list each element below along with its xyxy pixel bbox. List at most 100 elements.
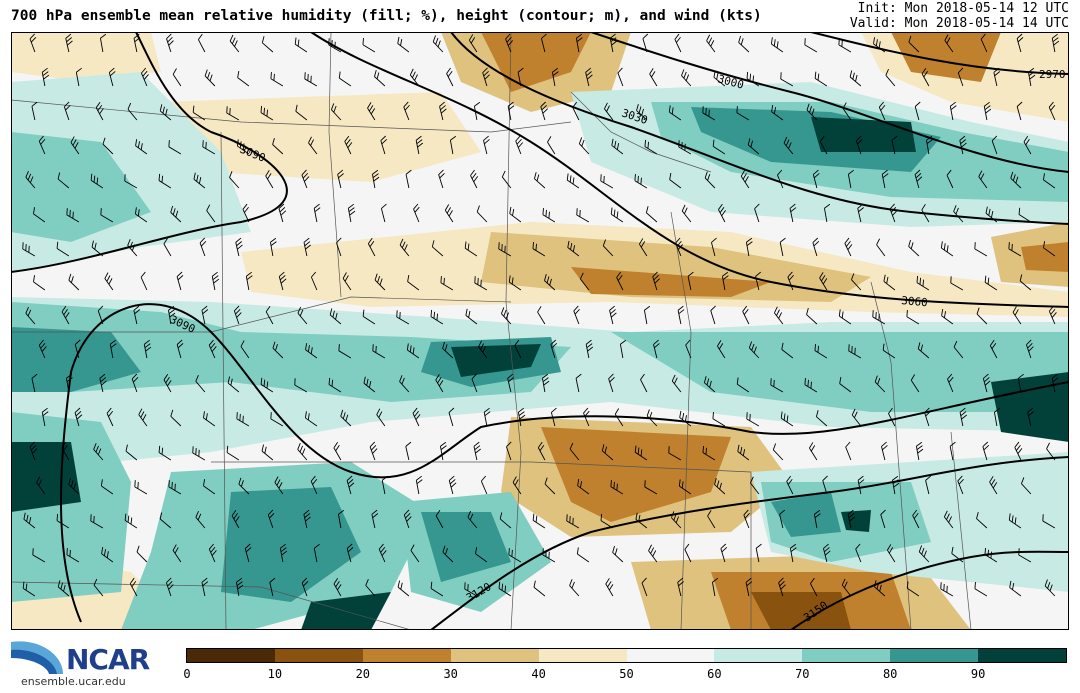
wind-barb (442, 341, 454, 359)
state-boundaries (11, 32, 972, 630)
colorbar-segment (187, 649, 275, 662)
wind-barb (612, 545, 624, 563)
wind-barb (99, 33, 107, 53)
wind-barb (878, 101, 886, 121)
wind-barb (374, 70, 386, 87)
wind-barb (93, 443, 104, 461)
wind-barb (195, 374, 206, 393)
wind-barb (736, 377, 750, 393)
wind-barb (313, 203, 321, 223)
wind-barb (517, 407, 526, 427)
wind-barb (985, 206, 998, 223)
wind-barb (645, 206, 658, 223)
wind-barb (1010, 171, 1022, 189)
wind-barb (679, 410, 692, 427)
wind-barb (1008, 513, 1022, 529)
wind-barb (635, 512, 648, 529)
height-contour (11, 32, 288, 273)
wind-barb (844, 237, 853, 257)
init-time: Init: Mon 2018-05-14 12 UTC (857, 1, 1069, 16)
wind-barb (976, 512, 988, 529)
wind-barb (542, 548, 556, 563)
wind-barb (66, 548, 80, 563)
colorbar-segment (362, 649, 451, 662)
wind-barb (1028, 67, 1036, 87)
wind-barb (714, 478, 726, 495)
wind-barb (304, 72, 318, 87)
wind-barb (211, 271, 220, 291)
wind-barb (974, 242, 988, 257)
wind-barb (1016, 101, 1023, 121)
wind-barb (674, 33, 682, 53)
wind-barb (474, 276, 488, 291)
wind-barb (403, 101, 410, 121)
wind-barb (819, 135, 828, 155)
wind-barb (984, 547, 998, 563)
wind-barb (721, 271, 729, 291)
wind-barb (780, 72, 794, 87)
wind-barb (464, 241, 478, 257)
wind-barb (90, 173, 104, 189)
wind-barb (644, 480, 658, 495)
colorbar-tick-label: 70 (795, 667, 810, 681)
wind-barb (848, 344, 862, 359)
wind-barb (983, 101, 992, 121)
wind-barb (887, 544, 896, 563)
wind-barb (781, 342, 794, 359)
wind-barb (172, 544, 182, 563)
wind-barb (399, 238, 410, 257)
wind-barb (313, 543, 320, 563)
wind-barb (1021, 477, 1032, 495)
wind-barb (507, 373, 514, 393)
wind-barb (944, 34, 954, 53)
wind-barb (381, 475, 388, 495)
wind-barb (63, 101, 71, 121)
wind-barb (914, 169, 923, 189)
ncar-logo-text: NCAR (66, 643, 150, 676)
wind-barb (405, 441, 412, 461)
wind-barb (310, 475, 318, 495)
wind-barb (1048, 101, 1056, 121)
wind-barb (823, 203, 831, 223)
wind-barb (166, 33, 174, 53)
wind-barb (125, 444, 138, 461)
wind-barb (882, 343, 896, 359)
wind-barb (201, 577, 209, 597)
wind-barb (415, 475, 423, 495)
wind-barb (41, 407, 49, 427)
wind-barb (260, 377, 274, 393)
wind-barb (982, 441, 990, 461)
wind-barb (912, 509, 920, 529)
wind-barb (413, 203, 420, 223)
wind-barb (261, 444, 274, 461)
wind-barb (770, 378, 784, 393)
colorbar-tick-label: 10 (267, 667, 283, 681)
boundary-line (11, 296, 512, 333)
wind-barb (711, 237, 717, 257)
wind-barb (810, 577, 818, 597)
rh-region (481, 232, 871, 302)
wind-barb (747, 138, 760, 155)
wind-barb (333, 578, 342, 597)
colorbar-tick-label: 30 (443, 667, 458, 681)
wind-barb (399, 375, 410, 393)
wind-barb (847, 509, 856, 529)
wind-barb (855, 543, 862, 563)
height-contour (310, 32, 1069, 308)
wind-barb (23, 512, 36, 529)
wind-barb (294, 37, 308, 53)
wind-barb (806, 307, 818, 325)
wind-barb (36, 476, 46, 495)
wind-barb (876, 238, 886, 257)
wind-barb (237, 70, 250, 87)
wind-barb (772, 443, 784, 461)
wind-barb (397, 36, 410, 53)
colorbar-segment (890, 649, 979, 662)
rh-region (811, 117, 916, 152)
wind-barb (537, 306, 546, 325)
wind-barb (310, 271, 318, 291)
wind-barb (648, 544, 658, 563)
wind-barb (338, 509, 345, 529)
wind-barb (136, 545, 148, 563)
wind-barb (653, 339, 660, 359)
